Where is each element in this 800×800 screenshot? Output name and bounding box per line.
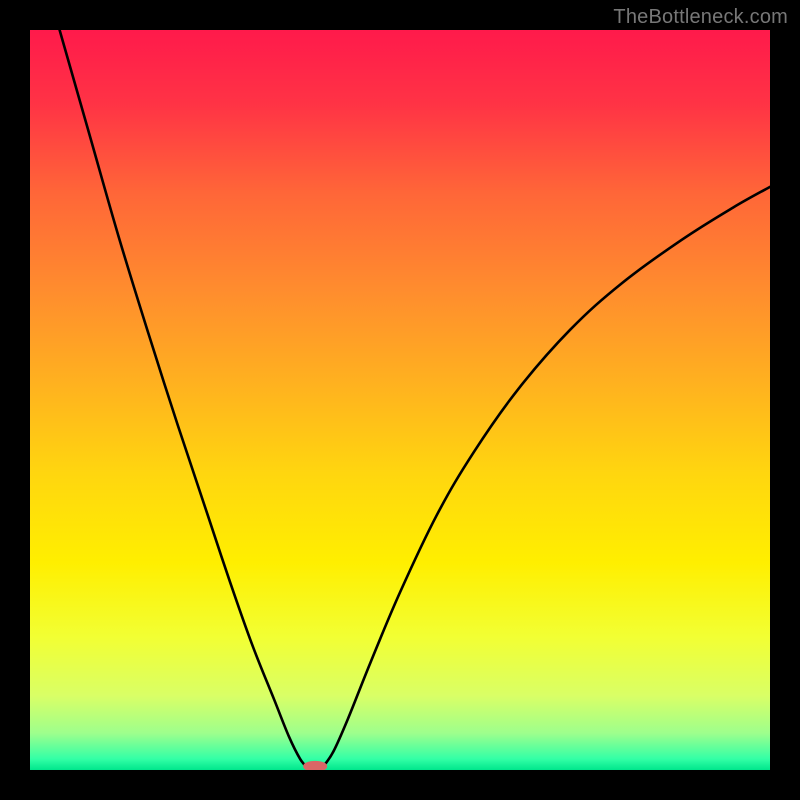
curve-right-branch [322, 187, 770, 768]
plot-area [30, 30, 770, 770]
minimum-marker [303, 761, 327, 770]
watermark-text: TheBottleneck.com [613, 6, 788, 29]
bottleneck-curve [30, 30, 770, 770]
curve-left-branch [60, 30, 308, 768]
